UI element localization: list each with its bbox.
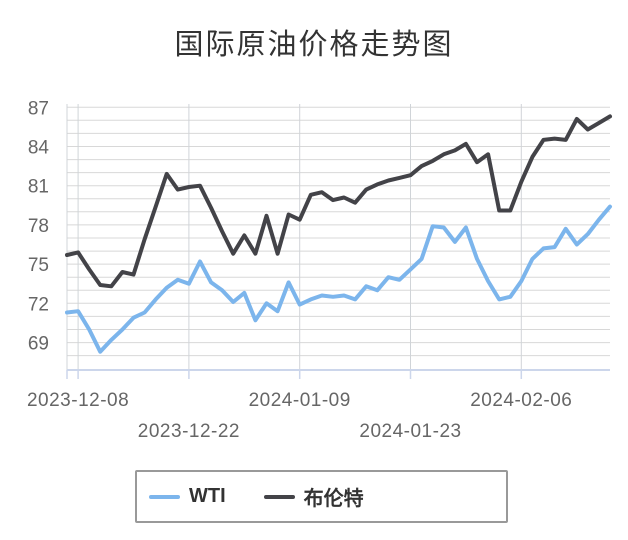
chart-legend: WTI 布伦特 <box>135 470 508 523</box>
chart-title: 国际原油价格走势图 <box>174 29 454 61</box>
y-axis-label: 75 <box>28 255 49 276</box>
x-axis-label: 2024-02-06 <box>470 390 572 411</box>
y-axis-label: 84 <box>28 138 50 159</box>
series-line-brent[interactable] <box>65 114 612 289</box>
y-axis-label: 81 <box>28 177 49 198</box>
y-axis-label: 72 <box>28 294 49 315</box>
wti-legend-label: WTI <box>189 485 226 507</box>
y-axis-label: 87 <box>28 98 49 119</box>
brent-line-swatch <box>263 494 295 499</box>
legend-item-brent[interactable]: 布伦特 <box>263 482 364 511</box>
series-line-wti[interactable] <box>65 204 612 354</box>
wti-line-swatch <box>149 494 180 499</box>
brent-legend-label: 布伦特 <box>303 488 364 510</box>
x-axis-label: 2024-01-23 <box>359 421 461 442</box>
y-axis-label: 69 <box>28 334 49 355</box>
x-axis-label: 2024-01-09 <box>249 390 351 411</box>
x-axis-label: 2023-12-22 <box>138 421 240 442</box>
x-axis-label: 2023-12-08 <box>27 390 129 411</box>
legend-item-wti[interactable]: WTI <box>149 485 226 508</box>
y-axis-label: 78 <box>28 216 49 237</box>
